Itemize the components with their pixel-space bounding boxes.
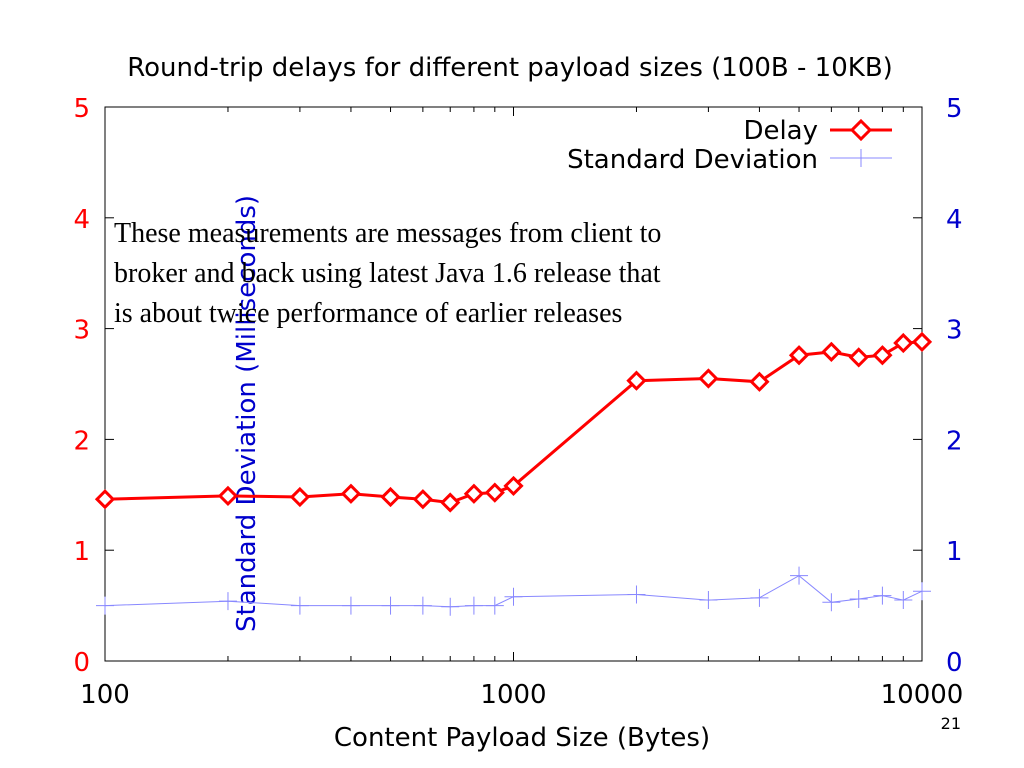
data-point-standard-deviation [485,596,504,615]
data-point-delay [788,345,810,366]
annotation-text: These measurements are messages from cli… [114,214,804,334]
legend: Delay Standard Deviation [567,116,892,175]
data-point-standard-deviation [790,566,809,585]
data-point-delay [217,485,239,507]
data-point-delay [911,331,933,353]
data-point-standard-deviation [96,596,114,615]
y-tick-label-left: 2 [73,426,90,456]
legend-marker-standard-deviation [852,149,870,167]
y-tick-label-left: 5 [73,94,90,124]
data-point-delay [484,482,505,503]
x-axis-label: Content Payload Size (Bytes) [334,723,710,753]
data-point-standard-deviation [290,596,309,615]
series-standard-deviation [96,566,931,616]
data-point-delay [872,345,893,366]
data-point-delay [94,489,116,510]
legend-label-delay: Delay [743,116,818,146]
series-delay [94,331,933,513]
chart-title: Round-trip delays for different payload … [127,53,893,83]
data-point-delay [463,483,485,504]
y-tick-label-right: 2 [946,426,963,456]
y-tick-label-left: 1 [73,537,90,567]
data-point-standard-deviation [627,585,646,604]
data-point-standard-deviation [699,591,718,610]
data-point-delay [893,332,914,354]
left-axis-ticks: 0 1 2 3 4 5 [73,94,114,678]
data-point-standard-deviation [822,593,841,612]
y-tick-label-left: 4 [73,205,90,235]
data-point-standard-deviation [218,592,237,611]
data-point-standard-deviation [341,596,360,615]
data-point-delay [821,341,842,362]
y-axis-label-right: Standard Deviation (Milliseconds) [232,195,262,632]
data-point-standard-deviation [750,588,769,607]
data-point-standard-deviation [381,596,400,615]
y-tick-label-right: 4 [946,205,963,235]
data-point-delay [698,368,719,389]
data-point-delay [289,486,311,508]
data-point-standard-deviation [913,582,931,601]
data-point-delay [412,489,433,510]
y-tick-label-left: 0 [73,648,90,678]
data-point-delay [626,370,647,391]
data-point-standard-deviation [873,586,892,605]
annotation-line: is about twice performance of earlier re… [114,298,623,329]
data-point-standard-deviation [894,591,913,610]
data-point-delay [749,371,770,392]
x-tick-label: 10000 [881,680,964,710]
y-tick-label-right: 5 [946,94,963,124]
x-tick-label: 100 [80,680,130,710]
data-point-delay [340,483,362,504]
data-point-standard-deviation [413,596,432,615]
x-tick-label: 1000 [480,680,546,710]
y-tick-label-right: 3 [946,316,963,346]
y-tick-label-left: 3 [73,316,90,346]
data-point-delay [503,475,524,497]
right-axis-ticks: 0 1 2 3 4 5 [913,94,963,678]
y-tick-label-right: 0 [946,648,963,678]
data-point-delay [440,492,461,513]
data-point-standard-deviation [464,596,483,615]
data-point-standard-deviation [441,597,460,616]
data-point-delay [380,486,401,508]
annotation-line: broker and back using latest Java 1.6 re… [114,258,661,289]
data-point-standard-deviation [849,589,868,608]
legend-label-standard-deviation: Standard Deviation [567,145,818,175]
annotation-line: These measurements are messages from cli… [114,218,662,249]
legend-marker-delay [849,118,873,142]
y-tick-label-right: 1 [946,537,963,567]
slide-number: 21 [941,714,961,733]
x-axis-ticks: 100 1000 10000 [80,107,963,710]
data-point-delay [848,347,869,368]
data-point-standard-deviation [504,587,523,606]
